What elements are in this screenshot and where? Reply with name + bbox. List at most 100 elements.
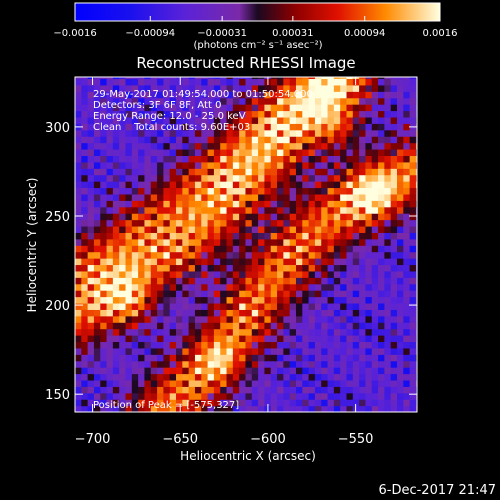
heatmap-cell [207,136,215,144]
heatmap-cell [138,264,146,272]
heatmap-cell [201,225,209,233]
heatmap-cell [251,136,259,144]
heatmap-cell [112,161,120,169]
heatmap-cell [207,347,215,355]
heatmap-cell [289,341,297,349]
heatmap-cell [390,379,398,387]
heatmap-cell [359,283,367,291]
heatmap-cell [390,97,398,105]
heatmap-cell [270,97,278,105]
heatmap-cell [207,193,215,201]
heatmap-cell [144,315,152,323]
heatmap-cell [289,309,297,317]
heatmap-cell [169,193,177,201]
heatmap-cell [277,219,284,227]
heatmap-cell [176,232,183,240]
heatmap-cell [87,200,95,208]
heatmap-cell [270,373,278,381]
heatmap-cell [176,77,183,80]
heatmap-cell [207,238,215,246]
heatmap-cell [390,161,398,169]
heatmap-cell [251,116,259,124]
heatmap-cell [327,225,335,233]
heatmap-cell [157,84,164,92]
heatmap-cell [415,129,417,137]
heatmap-cell [100,373,108,381]
heatmap-cell [119,270,127,278]
heatmap-cell [201,136,209,144]
heatmap-cell [340,155,348,163]
heatmap-cell [264,322,272,330]
plot-frame [74,76,418,413]
heatmap-cell [213,213,221,221]
heatmap-cell [213,386,221,394]
heatmap-cell [87,129,95,137]
heatmap-cell [201,373,209,381]
heatmap-cell [359,245,367,253]
heatmap-cell [125,405,133,412]
heatmap-cell [163,238,171,246]
heatmap-cell [295,373,303,381]
heatmap-cell [321,110,329,118]
heatmap-cell [226,123,234,131]
heatmap-cell [264,335,272,343]
heatmap-cell [112,193,120,201]
heatmap-cell [378,373,385,381]
heatmap-cell [239,193,247,201]
heatmap-cell [176,206,183,214]
heatmap-cell [258,277,266,285]
heatmap-cell [314,97,322,105]
heatmap-cell [397,251,404,259]
heatmap-cell [106,367,114,375]
heatmap-cell [157,181,164,189]
heatmap-cell [258,77,266,80]
heatmap-cell [125,251,133,259]
heatmap-cell [239,116,247,124]
heatmap-cell [157,283,164,291]
heatmap-cell [308,328,316,336]
heatmap-cell [213,258,221,266]
heatmap-cell [346,405,354,412]
heatmap-cell [314,277,322,285]
heatmap-cell [308,77,316,80]
heatmap-cell [176,296,183,304]
heatmap-cell [270,399,278,407]
heatmap-cell [188,232,196,240]
heatmap-cell [295,225,303,233]
heatmap-cell [258,91,266,99]
heatmap-cell [321,258,329,266]
heatmap-cell [87,161,95,169]
heatmap-cell [327,251,335,259]
heatmap-cell [321,405,329,412]
heatmap-cell [119,405,127,412]
heatmap-cell [415,225,417,233]
heatmap-cell [289,392,297,400]
heatmap-cell [125,193,133,201]
heatmap-cell [289,373,297,381]
heatmap-cell [176,405,183,412]
heatmap-cell [277,283,284,291]
heatmap-cell [390,290,398,298]
heatmap-cell [188,341,196,349]
heatmap-cell [213,347,221,355]
heatmap-cell [409,91,417,99]
heatmap-cell [81,386,89,394]
heatmap-cell [87,148,95,156]
heatmap-cell [258,315,266,323]
heatmap-cell [245,379,253,387]
heatmap-cell [194,386,202,394]
heatmap-cell [239,328,247,336]
heatmap-cell [100,225,108,233]
heatmap-cell [314,238,322,246]
heatmap-cell [87,347,95,355]
heatmap-cell [220,213,228,221]
annotation-peak-position: Position of Peak = [-575,327] [93,400,239,411]
heatmap-cell [346,367,354,375]
heatmap-cell [112,367,120,375]
heatmap-cell [258,405,266,412]
heatmap-cell [371,219,379,227]
heatmap-cell [75,258,82,266]
heatmap-cell [106,129,114,137]
heatmap-cell [125,104,133,112]
heatmap-cell [258,155,266,163]
